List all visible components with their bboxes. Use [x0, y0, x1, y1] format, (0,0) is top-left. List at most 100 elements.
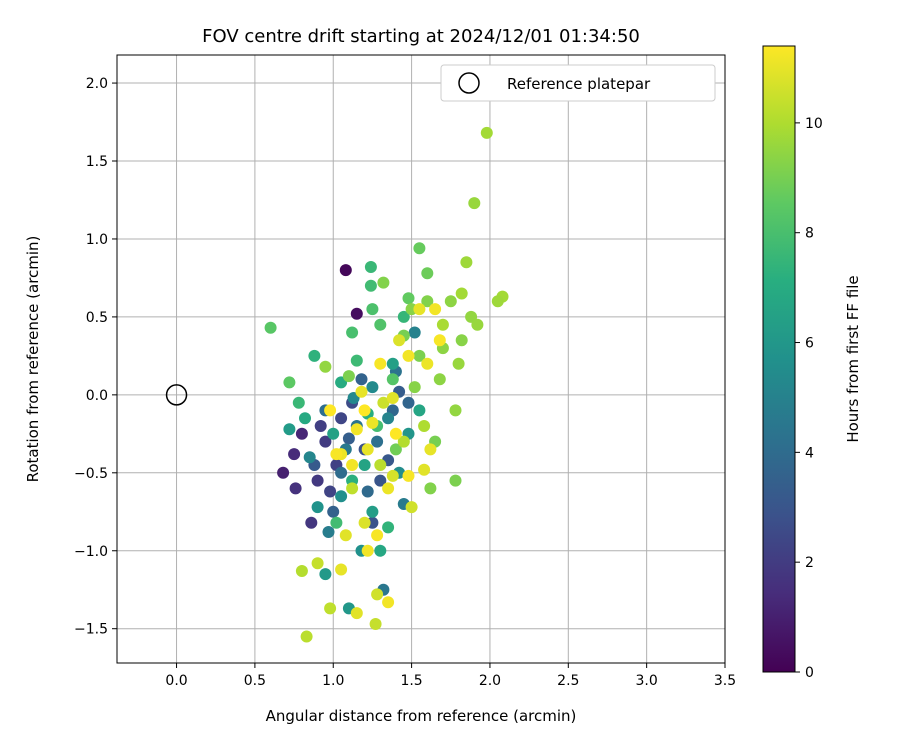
y-tick-label: −1.0 — [74, 544, 108, 560]
data-point — [382, 412, 395, 425]
data-point — [295, 565, 308, 577]
x-tick-label: 3.5 — [714, 673, 736, 689]
data-point — [371, 529, 384, 542]
data-point — [374, 474, 387, 487]
data-point — [319, 360, 332, 373]
data-point — [366, 416, 379, 429]
data-point — [277, 466, 290, 479]
colorbar-tick-label: 4 — [805, 445, 814, 461]
data-point — [314, 420, 327, 432]
data-points — [264, 126, 509, 643]
data-point — [305, 516, 318, 529]
data-point — [449, 474, 462, 487]
data-point — [413, 404, 426, 417]
data-point — [335, 466, 348, 479]
data-point — [402, 396, 415, 409]
data-point — [371, 435, 384, 448]
data-point — [386, 392, 399, 404]
data-point — [377, 396, 390, 409]
data-point — [350, 607, 363, 620]
data-point — [319, 435, 332, 448]
data-point — [421, 267, 434, 280]
data-point — [389, 427, 402, 440]
data-point — [471, 318, 484, 331]
legend-label: Reference platepar — [507, 75, 651, 93]
x-tick-label: 0.5 — [244, 673, 266, 689]
x-tick-label: 1.0 — [322, 673, 344, 689]
data-point — [350, 307, 363, 320]
y-axis-ticks: −1.5 −1.0 −0.5 0.0 0.5 1.0 1.5 2.0 — [74, 76, 117, 638]
data-point — [355, 385, 368, 398]
y-tick-label: 2.0 — [86, 76, 108, 92]
data-point — [402, 292, 415, 305]
data-point — [408, 381, 421, 394]
x-tick-label: 0.0 — [165, 673, 187, 689]
data-point — [397, 310, 410, 323]
data-point — [436, 318, 449, 331]
colorbar-tick-label: 8 — [805, 226, 814, 242]
x-axis-label: Angular distance from reference (arcmin) — [266, 707, 577, 725]
data-point — [308, 349, 321, 362]
data-point — [319, 568, 332, 581]
data-point — [452, 357, 465, 370]
x-tick-label: 2.5 — [557, 673, 579, 689]
data-point — [283, 423, 296, 436]
data-point — [335, 412, 348, 425]
chart-title: FOV centre drift starting at 2024/12/01 … — [202, 26, 640, 47]
data-point — [289, 482, 302, 495]
colorbar-tick-label: 2 — [805, 555, 814, 571]
data-point — [292, 396, 305, 409]
data-point — [374, 459, 387, 471]
data-point — [346, 482, 359, 495]
data-point — [382, 521, 395, 534]
data-point — [300, 630, 313, 643]
data-point — [424, 443, 437, 456]
data-point — [374, 544, 387, 557]
y-tick-label: 1.0 — [86, 232, 108, 248]
y-tick-label: −0.5 — [74, 466, 108, 482]
data-point — [311, 501, 324, 514]
reference-platepar-marker — [165, 384, 188, 406]
data-point — [413, 303, 426, 316]
data-point — [358, 459, 371, 471]
colorbar-tick-label: 6 — [805, 336, 814, 352]
data-point — [421, 295, 434, 308]
data-point — [366, 381, 379, 394]
legend-marker-icon — [458, 72, 480, 94]
data-point — [311, 474, 324, 487]
colorbar-ticks: 0 2 4 6 8 10 — [795, 116, 823, 681]
colorbar-gradient — [762, 45, 796, 673]
data-point — [449, 404, 462, 417]
data-point — [382, 596, 395, 609]
colorbar-tick-label: 10 — [805, 116, 823, 132]
y-tick-label: −1.5 — [74, 622, 108, 638]
data-point — [429, 303, 442, 316]
legend-box — [440, 64, 716, 102]
data-point — [350, 423, 363, 436]
data-point — [350, 354, 363, 367]
y-tick-label: 0.5 — [86, 310, 108, 326]
data-point — [342, 370, 355, 383]
data-point — [377, 276, 390, 289]
data-point — [364, 261, 377, 273]
data-point — [418, 463, 431, 476]
data-point — [382, 482, 395, 495]
data-point — [322, 526, 335, 538]
data-point — [468, 197, 481, 210]
data-point — [324, 485, 337, 498]
data-point — [361, 544, 374, 557]
data-point — [346, 326, 359, 339]
data-point — [366, 505, 379, 518]
data-point — [491, 295, 504, 308]
data-point — [358, 404, 371, 417]
data-point — [283, 376, 296, 389]
y-axis-label: Rotation from reference (arcmin) — [24, 236, 42, 483]
data-point — [455, 334, 468, 347]
data-point — [369, 618, 382, 630]
data-point — [371, 588, 384, 601]
data-point — [460, 256, 473, 269]
data-point — [386, 357, 399, 370]
data-point — [342, 432, 355, 445]
data-point — [361, 485, 374, 498]
